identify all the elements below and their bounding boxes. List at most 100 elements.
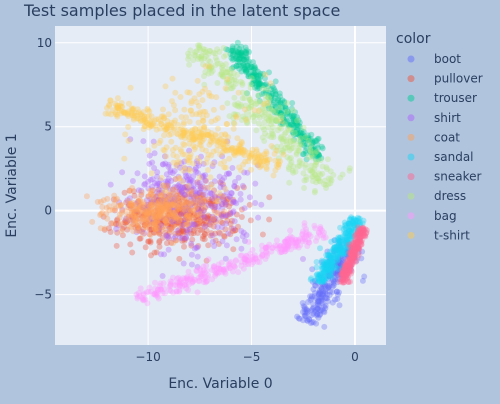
point-shirt bbox=[149, 159, 156, 166]
point-pullover bbox=[173, 214, 180, 221]
point-boot bbox=[336, 262, 343, 269]
point-t-shirt bbox=[280, 151, 287, 158]
point-pullover bbox=[119, 232, 126, 239]
point-pullover bbox=[144, 220, 151, 227]
point-bag bbox=[282, 238, 289, 245]
point-sneaker bbox=[351, 254, 358, 261]
point-pullover bbox=[171, 219, 177, 226]
point-dress bbox=[209, 67, 216, 74]
point-dress bbox=[214, 80, 221, 86]
legend-item-dress[interactable]: dress bbox=[407, 189, 467, 203]
point-dress bbox=[192, 49, 199, 56]
point-coat bbox=[166, 226, 173, 233]
point-boot bbox=[309, 319, 315, 326]
point-pullover bbox=[121, 219, 128, 226]
point-shirt bbox=[208, 181, 215, 188]
point-coat bbox=[126, 212, 133, 219]
point-coat bbox=[163, 220, 170, 227]
point-trouser bbox=[251, 71, 258, 78]
legend-item-pullover[interactable]: pullover bbox=[407, 72, 483, 86]
point-pullover bbox=[120, 224, 127, 230]
point-sneaker bbox=[345, 256, 352, 263]
legend-item-trouser[interactable]: trouser bbox=[407, 91, 477, 105]
point-dress bbox=[346, 167, 353, 174]
point-dress bbox=[230, 115, 237, 121]
legend-item-coat[interactable]: coat bbox=[407, 130, 461, 144]
point-shirt bbox=[209, 238, 216, 245]
point-sandal bbox=[327, 264, 334, 271]
point-dress bbox=[234, 71, 241, 78]
point-pullover bbox=[168, 209, 175, 216]
point-dress bbox=[272, 116, 279, 123]
point-bag bbox=[211, 263, 218, 270]
point-sandal bbox=[340, 245, 347, 252]
point-shirt bbox=[176, 164, 183, 171]
point-coat bbox=[144, 213, 151, 219]
point-boot bbox=[337, 276, 343, 283]
point-sneaker bbox=[350, 245, 357, 252]
point-trouser bbox=[312, 152, 319, 159]
point-boot bbox=[361, 273, 368, 280]
legend-item-shirt[interactable]: shirt bbox=[407, 111, 462, 125]
point-bag bbox=[188, 275, 195, 282]
point-coat bbox=[165, 189, 172, 196]
point-dress bbox=[264, 86, 271, 93]
point-boot bbox=[344, 248, 351, 255]
point-trouser bbox=[302, 147, 309, 154]
point-trouser bbox=[241, 48, 248, 55]
point-coat bbox=[176, 215, 183, 222]
legend-item-t-shirt[interactable]: t-shirt bbox=[407, 228, 471, 242]
point-boot bbox=[319, 290, 326, 297]
legend[interactable]: color bootpullovertrousershirtcoatsandal… bbox=[396, 31, 483, 242]
point-pullover bbox=[187, 226, 194, 233]
point-bag bbox=[289, 239, 296, 245]
point-sneaker bbox=[360, 226, 367, 233]
point-sneaker bbox=[344, 258, 351, 265]
point-shirt bbox=[165, 233, 172, 240]
point-coat bbox=[173, 237, 180, 244]
point-t-shirt bbox=[273, 147, 280, 154]
point-dress bbox=[327, 168, 334, 175]
point-boot bbox=[326, 273, 333, 280]
point-bag bbox=[188, 273, 194, 280]
point-shirt bbox=[182, 169, 189, 176]
point-sandal bbox=[351, 224, 358, 231]
point-pullover bbox=[141, 211, 148, 218]
point-bag bbox=[277, 249, 284, 256]
point-bag bbox=[185, 287, 192, 293]
point-coat bbox=[144, 210, 151, 217]
point-pullover bbox=[173, 184, 180, 191]
point-dress bbox=[288, 155, 294, 161]
point-sandal bbox=[339, 241, 346, 248]
point-dress bbox=[260, 85, 267, 92]
point-shirt bbox=[194, 160, 201, 167]
point-bag bbox=[269, 245, 276, 252]
point-t-shirt bbox=[172, 107, 179, 114]
point-shirt bbox=[145, 178, 152, 185]
point-sandal bbox=[327, 261, 334, 268]
legend-item-sandal[interactable]: sandal bbox=[407, 150, 474, 164]
legend-item-bag[interactable]: bag bbox=[407, 209, 457, 223]
point-boot bbox=[335, 260, 342, 267]
legend-item-sneaker[interactable]: sneaker bbox=[407, 170, 482, 184]
point-sandal bbox=[318, 263, 325, 270]
point-dress bbox=[206, 48, 213, 55]
point-trouser bbox=[272, 103, 279, 110]
point-pullover bbox=[218, 213, 225, 220]
point-coat bbox=[117, 202, 124, 209]
point-boot bbox=[326, 283, 333, 290]
point-dress bbox=[294, 163, 301, 170]
point-dress bbox=[317, 171, 324, 178]
legend-item-boot[interactable]: boot bbox=[407, 52, 462, 66]
point-coat bbox=[133, 207, 140, 214]
point-sandal bbox=[341, 229, 348, 236]
point-sandal bbox=[341, 249, 348, 256]
point-sandal bbox=[334, 251, 341, 257]
point-shirt bbox=[142, 180, 149, 187]
point-bag bbox=[282, 238, 289, 245]
point-shirt bbox=[241, 205, 248, 212]
point-shirt bbox=[134, 199, 141, 206]
point-shirt bbox=[161, 193, 168, 200]
point-pullover bbox=[211, 217, 217, 224]
point-bag bbox=[277, 242, 284, 249]
